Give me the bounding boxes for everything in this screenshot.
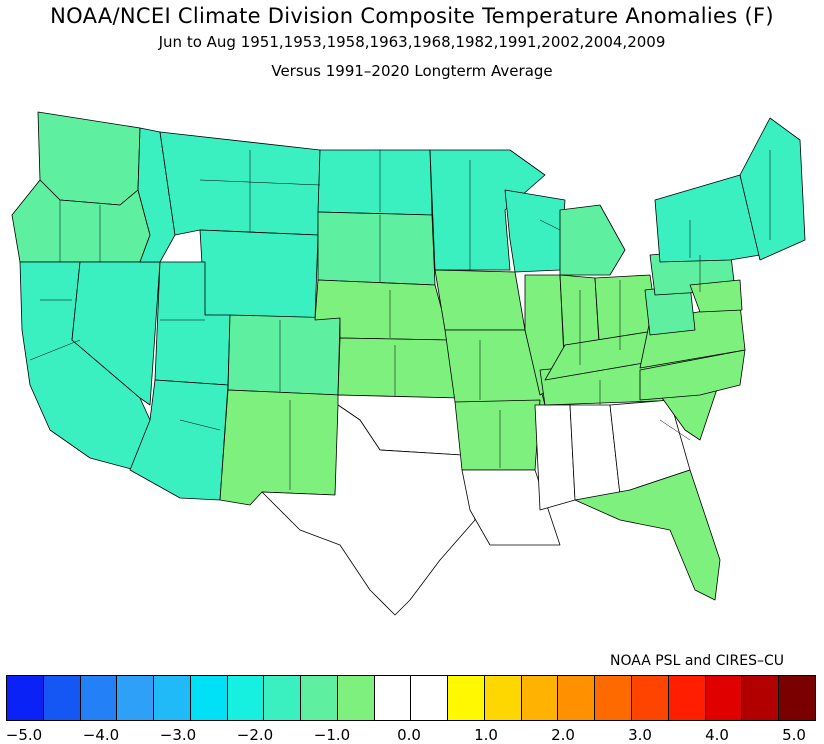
region-colorado bbox=[227, 314, 341, 396]
color-swatch bbox=[337, 676, 375, 720]
map-title: NOAA/NCEI Climate Division Composite Tem… bbox=[50, 4, 774, 28]
color-swatch bbox=[227, 676, 265, 720]
region-iowa bbox=[434, 269, 526, 331]
region-mississippi bbox=[534, 404, 576, 511]
color-scale-tick-label: 1.0 bbox=[474, 726, 498, 744]
region-arkansas bbox=[454, 399, 541, 471]
credit-label: NOAA PSL and CIRES–CU bbox=[610, 653, 784, 669]
color-scale-tick-label: 4.0 bbox=[705, 726, 729, 744]
map-period: Jun to Aug 1951,1953,1958,1963,1968,1982… bbox=[158, 33, 666, 51]
map-baseline: Versus 1991–2020 Longterm Average bbox=[271, 62, 553, 80]
region-wisconsin bbox=[504, 189, 566, 273]
color-scale-tick-label: 5.0 bbox=[782, 726, 806, 744]
color-swatch bbox=[668, 676, 706, 720]
color-scale-tick-label: 2.0 bbox=[551, 726, 575, 744]
region-washington bbox=[37, 111, 141, 206]
color-swatch bbox=[264, 676, 302, 720]
color-swatch bbox=[190, 676, 228, 720]
division-boundary bbox=[29, 339, 81, 361]
color-scale-bar bbox=[6, 675, 816, 721]
region-kansas bbox=[337, 337, 456, 399]
color-swatch bbox=[43, 676, 81, 720]
region-north-dakota bbox=[317, 149, 433, 216]
color-scale-tick-label: −4.0 bbox=[82, 726, 120, 744]
color-scale-tick-label: −1.0 bbox=[313, 726, 351, 744]
region-texas bbox=[261, 404, 476, 616]
color-swatch bbox=[301, 676, 338, 720]
region-new-mexico bbox=[219, 389, 341, 506]
region-michigan bbox=[559, 204, 626, 276]
color-swatch bbox=[411, 676, 449, 720]
color-scale-tick-label: 3.0 bbox=[628, 726, 652, 744]
color-scale-tick-label: −3.0 bbox=[159, 726, 197, 744]
region-montana bbox=[159, 131, 321, 236]
region-new-york bbox=[654, 174, 761, 263]
color-swatch bbox=[374, 676, 412, 720]
us-climate-division-map bbox=[11, 111, 806, 616]
region-maryland-delaware bbox=[689, 279, 743, 313]
region-south-dakota bbox=[317, 211, 436, 286]
color-swatch bbox=[484, 676, 522, 720]
color-scale-tick-label: −2.0 bbox=[236, 726, 274, 744]
color-swatch bbox=[7, 676, 44, 720]
region-new-england bbox=[739, 117, 806, 261]
color-swatch bbox=[779, 676, 815, 720]
color-swatch bbox=[595, 676, 633, 720]
color-swatch bbox=[705, 676, 743, 720]
color-swatch bbox=[117, 676, 155, 720]
region-wyoming bbox=[199, 229, 319, 321]
division-boundary bbox=[179, 419, 221, 431]
color-swatch bbox=[632, 676, 669, 720]
division-boundary bbox=[659, 419, 691, 441]
region-louisiana bbox=[461, 469, 561, 546]
color-swatch bbox=[742, 676, 780, 720]
color-swatch bbox=[448, 676, 485, 720]
division-boundary bbox=[199, 179, 321, 186]
color-scale-tick-label: −5.0 bbox=[5, 726, 43, 744]
color-swatch bbox=[80, 676, 118, 720]
region-florida bbox=[574, 469, 721, 601]
color-scale-ticks: −5.0 −4.0 −3.0 −2.0 −1.0 0.0 1.0 2.0 3.0 4.0 5.0 bbox=[0, 726, 824, 744]
color-scale-tick-label: 0.0 bbox=[397, 726, 421, 744]
color-swatch bbox=[154, 676, 191, 720]
division-boundary bbox=[539, 219, 561, 231]
color-swatch bbox=[521, 676, 559, 720]
color-swatch bbox=[558, 676, 596, 720]
